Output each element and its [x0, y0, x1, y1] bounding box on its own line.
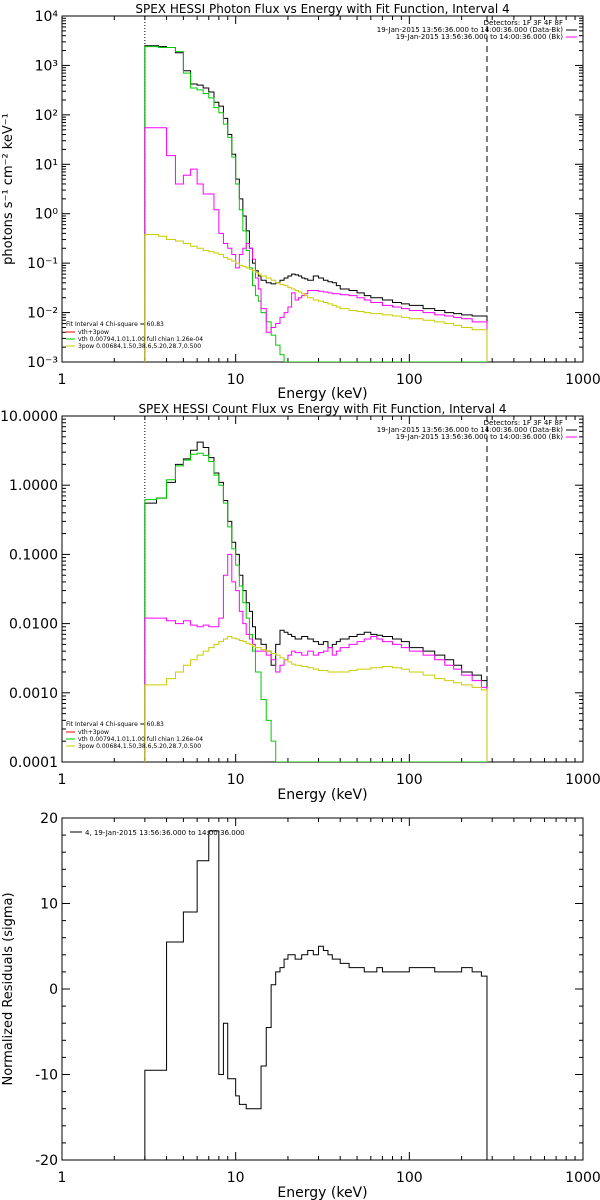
series-2-line [144, 127, 488, 362]
y-tick-label: 0.1000 [9, 547, 58, 563]
y-tick-label: 10⁰ [35, 207, 59, 223]
fit-legend-item: vth+3pow [78, 329, 109, 336]
x-tick-label: 100 [396, 1170, 423, 1186]
series-3-line [144, 233, 488, 362]
legend-header-line: 19-Jan-2015 13:56:36.000 to 14:00:36.000… [396, 33, 564, 41]
y-tick-label: 1.0000 [9, 478, 58, 494]
chart-title: SPEX HESSI Count Flux vs Energy with Fit… [138, 402, 506, 416]
fit-legend-title: Fit Interval 4 Chi-square = 60.83 [66, 721, 164, 728]
chart-title: SPEX HESSI Photon Flux vs Energy with Fi… [135, 2, 509, 16]
y-tick-label: 10¹ [35, 157, 58, 173]
x-axis-label: Energy (keV) [277, 1185, 367, 1200]
x-tick-label: 10 [227, 772, 245, 788]
y-tick-label: 0.0010 [9, 686, 58, 702]
y-tick-label: 0 [49, 982, 58, 998]
x-tick-label: 1 [58, 372, 67, 388]
x-axis-label: Energy (keV) [277, 787, 367, 803]
legend-header-line: 19-Jan-2015 13:56:36.000 to 14:00:36.000… [396, 433, 564, 441]
legend-header-line: 19-Jan-2015 13:56:36.000 to 14:00:36.000… [377, 426, 564, 434]
fit-legend-item: vth+3pow [78, 729, 109, 736]
x-tick-label: 10 [227, 1170, 245, 1186]
x-tick-label: 1000 [565, 1170, 600, 1186]
fit-legend-item: 3pow 0.00684,1.50,38.6,5.20,28.7,0.500 [78, 343, 201, 350]
plot-frame [61, 415, 584, 763]
x-tick-label: 1000 [565, 372, 600, 388]
y-tick-label: 10⁻² [27, 306, 58, 322]
y-tick-label: 10⁻³ [27, 355, 58, 371]
y-tick-label: 10⁴ [35, 9, 59, 25]
x-axis-label: Energy (keV) [277, 386, 367, 402]
y-tick-label: -10 [35, 1068, 58, 1084]
photon-flux-panel: 1 10 100 1000 10⁻³ 10⁻² 10⁻¹ 10⁰ 10¹ 10² 10³ 10⁴ SPE… [1, 2, 600, 402]
fit-legend-item: 3pow 0.00684,1.50,38.6,5.20,28.7,0.500 [78, 743, 201, 750]
series-2-line [144, 553, 488, 762]
y-tick-label: 20 [40, 811, 58, 827]
series-1-line [144, 46, 487, 362]
plot-frame [61, 15, 584, 363]
x-tick-label: 1000 [565, 772, 600, 788]
series-0-line [144, 45, 488, 362]
x-tick-label: 1 [58, 1170, 67, 1186]
y-tick-label: 10.0000 [0, 409, 58, 425]
y-tick-label: 10² [35, 108, 58, 124]
fit-legend-item: vth 0.00794,1.01,1.00 full chian 1.26e-0… [78, 736, 203, 743]
fit-legend-title: Fit Interval 4 Chi-square = 60.83 [66, 321, 164, 328]
y-tick-label: 10 [40, 897, 58, 913]
x-tick-label: 100 [396, 772, 423, 788]
series-0-line [144, 830, 488, 1160]
series-0-line [144, 441, 488, 762]
legend-header-line: Detectors: 1F 3F 4F 8F [484, 19, 563, 27]
legend-label: 4, 19-Jan-2015 13:56:36.000 to 14:00:36.… [85, 829, 245, 837]
fit-legend-item: vth 0.00794,1.01,1.00 full chian 1.26e-0… [78, 336, 203, 343]
y-tick-label: 0.0001 [9, 755, 58, 771]
y-tick-label: 10³ [35, 58, 58, 74]
legend-header-line: 19-Jan-2015 13:56:36.000 to 14:00:36.000… [377, 26, 564, 34]
y-axis-label: photons s⁻¹ cm⁻² keV⁻¹ [1, 113, 16, 265]
x-tick-label: 100 [396, 372, 423, 388]
series-3-line [144, 636, 488, 762]
y-tick-label: 0.0100 [9, 617, 58, 633]
count-flux-panel: 1 10 100 1000 0.0001 0.0010 0.0100 0.1000 1.0000… [0, 402, 600, 803]
legend-header-line: Detectors: 1F 3F 4F 8F [484, 419, 563, 427]
y-tick-label: -20 [35, 1153, 58, 1169]
x-tick-label: 1 [58, 772, 67, 788]
x-tick-label: 10 [227, 372, 245, 388]
plot-frame [61, 817, 584, 1161]
series-1-line [144, 452, 487, 762]
y-tick-label: 10⁻¹ [27, 256, 58, 272]
residuals-panel: 1 10 100 1000 -20 -10 0 10 20 Energy (keV) Normali… [1, 811, 600, 1200]
y-axis-label: Normalized Residuals (sigma) [1, 892, 16, 1085]
